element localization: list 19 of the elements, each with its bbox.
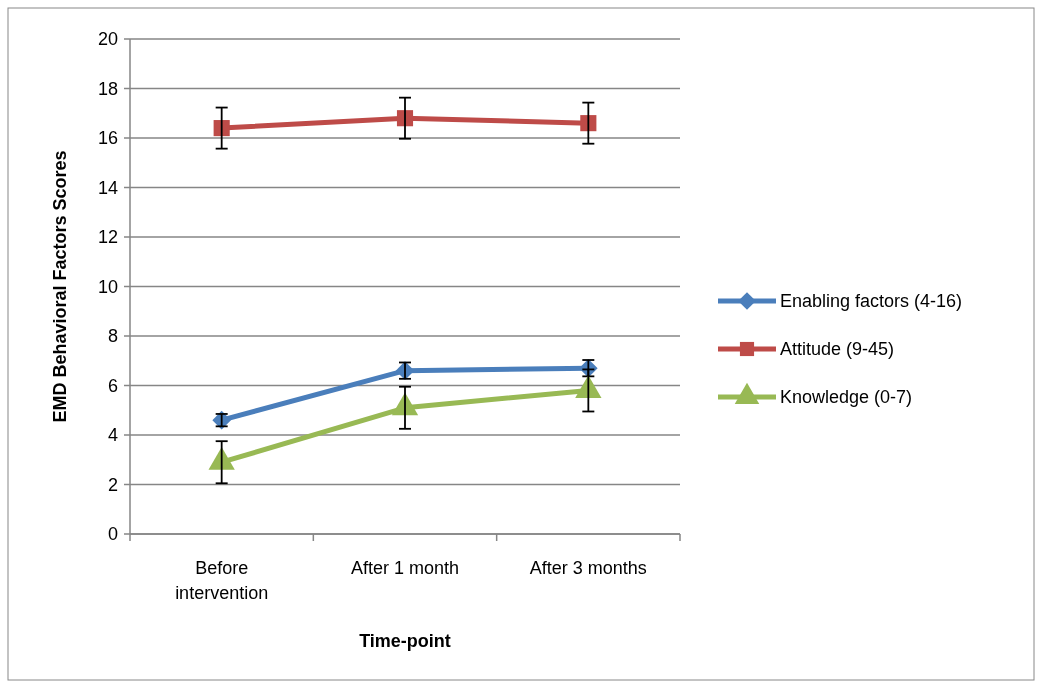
legend-label: Knowledge (0-7) <box>780 387 913 408</box>
x-tick-label: After 3 months <box>529 558 647 578</box>
y-tick-label: 0 <box>107 524 118 545</box>
y-tick-label: 6 <box>107 375 118 396</box>
x-axis-title: Time-point <box>359 631 451 651</box>
y-tick-label: 2 <box>107 474 118 495</box>
x-tick-label: After 1 month <box>350 558 460 578</box>
y-tick-label: 16 <box>97 128 118 149</box>
y-tick-label: 12 <box>97 227 118 248</box>
y-tick-label: 8 <box>107 326 118 347</box>
x-tick-label: Before intervention <box>175 558 269 603</box>
y-tick-label: 18 <box>97 78 118 99</box>
legend-label: Attitude (9-45) <box>780 339 895 360</box>
legend-label: Enabling factors (4-16) <box>780 291 963 312</box>
y-tick-label: 4 <box>107 425 118 446</box>
y-axis-title: EMD Behavioral Factors Scores <box>50 150 70 423</box>
y-tick-label: 20 <box>97 29 118 50</box>
y-tick-label: 14 <box>97 177 118 198</box>
y-tick-label: 10 <box>97 276 118 297</box>
